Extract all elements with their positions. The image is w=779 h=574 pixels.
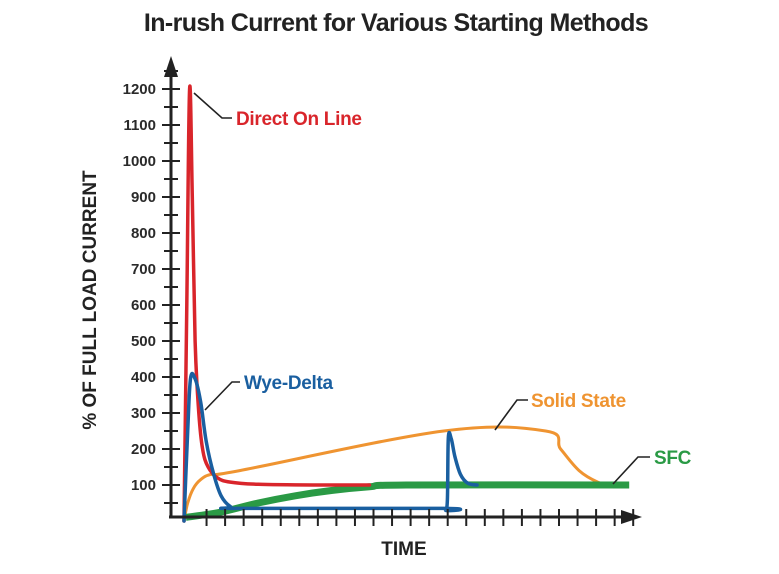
chart-title: In-rush Current for Various Starting Met… xyxy=(144,9,648,37)
direct-on-line-leader xyxy=(193,92,232,119)
series-label-solid-state: Solid State xyxy=(531,391,626,412)
series-labels: Direct On Line Wye-Delta Solid State SFC xyxy=(193,92,692,485)
y-tick-label: 1000 xyxy=(123,153,156,170)
x-axis-arrow-icon xyxy=(621,510,642,524)
y-ticks: 100 200 300 400 500 600 700 800 900 1000 1100 1200 xyxy=(123,70,180,504)
y-tick-label: 100 xyxy=(131,477,156,494)
series-label-wye-delta: Wye-Delta xyxy=(244,373,334,394)
y-tick-label: 300 xyxy=(131,405,156,422)
sfc-leader xyxy=(612,456,650,485)
y-tick-label: 1200 xyxy=(123,81,156,98)
x-axis-label: TIME xyxy=(381,539,426,560)
series-line-sfc xyxy=(185,481,630,521)
y-tick-label: 900 xyxy=(131,189,156,206)
x-ticks xyxy=(205,509,635,526)
y-tick-label: 1100 xyxy=(123,117,156,134)
wye-delta-leader xyxy=(204,381,240,411)
y-tick-label: 800 xyxy=(131,225,156,242)
y-axis-arrow-icon xyxy=(164,56,178,77)
series-line-direct-on-line xyxy=(182,84,372,523)
y-tick-label: 700 xyxy=(131,261,156,278)
series-line-wye-delta xyxy=(182,371,479,523)
axes: 100 200 300 400 500 600 700 800 900 1000 1100 1200 xyxy=(123,56,642,526)
series-label-sfc: SFC xyxy=(654,448,692,469)
series-label-direct-on-line: Direct On Line xyxy=(236,109,362,130)
y-tick-label: 400 xyxy=(131,369,156,386)
series-layer xyxy=(182,84,630,523)
y-axis-label: % OF FULL LOAD CURRENT xyxy=(80,170,101,430)
y-tick-label: 200 xyxy=(131,441,156,458)
y-tick-label: 500 xyxy=(131,333,156,350)
solid-state-leader xyxy=(494,399,528,431)
series-line-solid-state xyxy=(182,425,613,523)
y-tick-label: 600 xyxy=(131,297,156,314)
